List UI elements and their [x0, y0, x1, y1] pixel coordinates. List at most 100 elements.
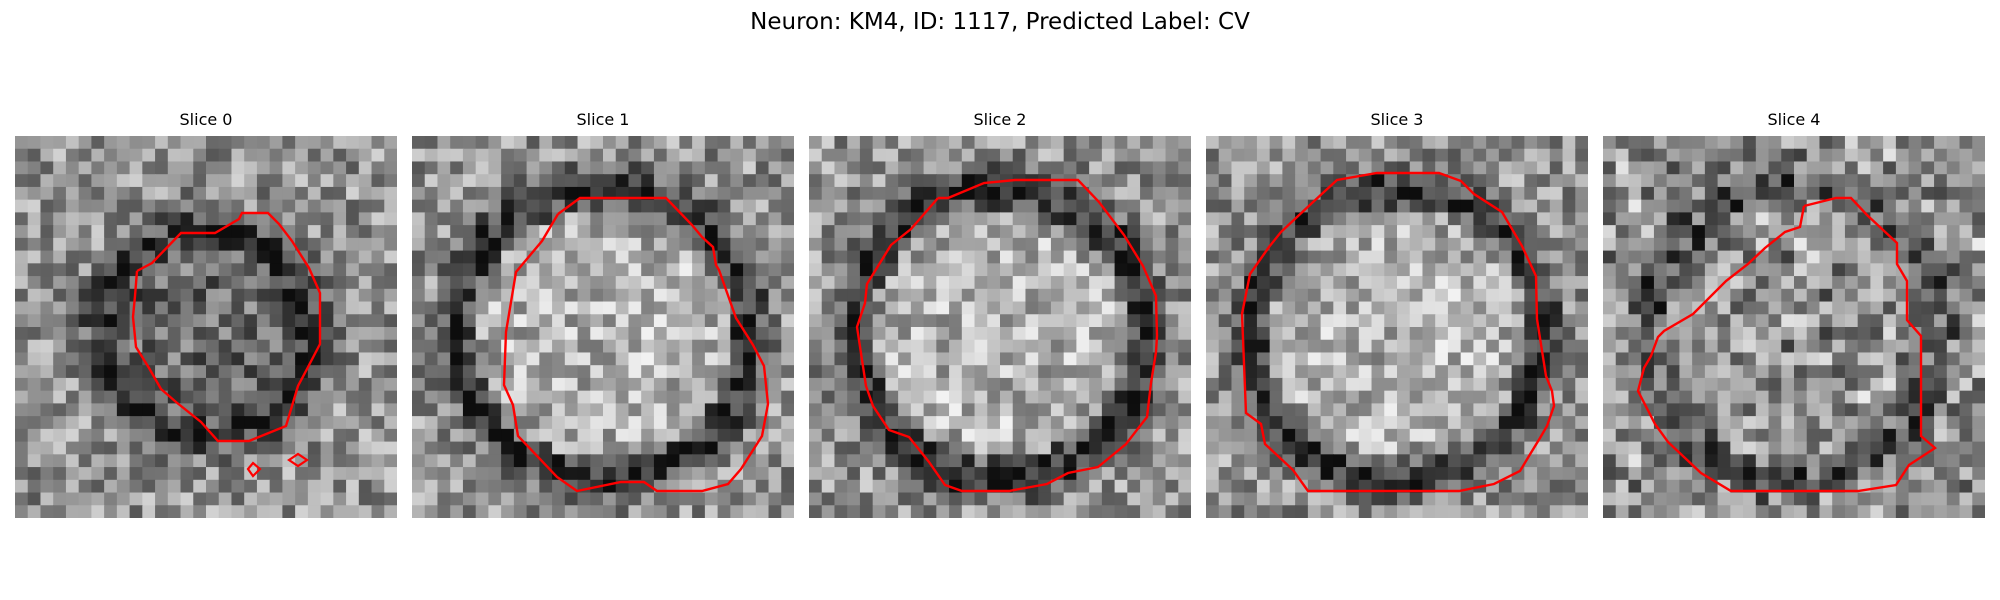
pixel — [1549, 136, 1564, 150]
pixel — [564, 276, 579, 290]
pixel — [910, 276, 925, 290]
pixel — [1435, 161, 1449, 175]
pixel — [218, 136, 233, 150]
pixel — [1972, 505, 1985, 518]
pixel — [1307, 148, 1322, 163]
pixel — [603, 441, 617, 455]
pixel — [91, 403, 105, 417]
pixel — [923, 352, 937, 366]
pixel — [1358, 212, 1373, 226]
pixel — [961, 441, 976, 455]
pixel — [552, 441, 566, 455]
pixel — [615, 327, 630, 341]
pixel — [859, 161, 874, 175]
pixel — [615, 288, 630, 303]
pixel — [462, 237, 477, 252]
pixel — [1346, 237, 1360, 252]
pixel — [552, 416, 566, 430]
pixel — [1346, 365, 1360, 379]
pixel — [1653, 352, 1668, 366]
pixel — [129, 148, 143, 163]
pixel — [1743, 403, 1757, 417]
pixel — [679, 237, 693, 252]
pixel — [1218, 250, 1233, 264]
pixel — [295, 314, 309, 328]
pixel — [526, 288, 540, 303]
pixel — [53, 148, 67, 163]
pixel — [320, 365, 334, 379]
pixel — [371, 479, 385, 494]
pixel — [488, 136, 502, 150]
pixel — [1333, 441, 1347, 455]
pixel — [1615, 276, 1630, 290]
pixel — [1641, 301, 1655, 315]
pixel — [129, 186, 143, 201]
pixel — [1050, 479, 1065, 494]
pixel — [1972, 225, 1985, 239]
pixel — [1653, 377, 1668, 392]
pixel — [65, 186, 80, 201]
pixel — [462, 136, 477, 150]
pixel — [1473, 136, 1487, 150]
pixel — [450, 276, 464, 290]
pixel — [1511, 136, 1525, 150]
pixel — [437, 199, 451, 213]
pixel — [307, 365, 322, 379]
pixel — [847, 352, 861, 366]
pixel — [218, 377, 233, 392]
pixel — [1435, 428, 1449, 443]
pixel — [1089, 441, 1103, 455]
pixel — [1857, 225, 1871, 239]
pixel — [282, 263, 296, 277]
pixel — [781, 186, 794, 201]
pixel — [847, 416, 861, 430]
pixel — [1140, 441, 1154, 455]
pixel — [730, 416, 744, 430]
pixel — [1244, 365, 1258, 379]
pixel — [1101, 365, 1116, 379]
pixel — [872, 199, 886, 213]
slice-image-svg — [412, 136, 794, 518]
pixel — [1768, 276, 1782, 290]
pixel — [1165, 327, 1179, 341]
pixel — [809, 161, 823, 175]
pixel — [1050, 428, 1065, 443]
pixel — [1628, 148, 1642, 163]
pixel — [1768, 416, 1782, 430]
pixel — [1615, 390, 1630, 404]
pixel — [475, 136, 489, 150]
slice-title: Slice 3 — [1370, 110, 1424, 129]
pixel — [1857, 416, 1871, 430]
pixel — [577, 492, 591, 506]
pixel — [282, 136, 296, 150]
pixel — [424, 416, 439, 430]
pixel — [218, 148, 233, 163]
pixel — [1076, 505, 1090, 518]
pixel — [974, 288, 988, 303]
pixel — [1447, 467, 1462, 481]
pixel — [1371, 301, 1385, 315]
pixel — [692, 505, 706, 518]
pixel — [1615, 314, 1630, 328]
pixel — [1486, 314, 1500, 328]
pixel — [1755, 390, 1770, 404]
pixel — [346, 352, 360, 366]
pixel — [320, 199, 334, 213]
pixel — [1575, 365, 1588, 379]
pixel — [231, 352, 245, 366]
pixel — [1063, 403, 1077, 417]
pixel — [1603, 377, 1617, 392]
pixel — [743, 212, 757, 226]
pixel — [1537, 136, 1551, 150]
pixel — [1946, 237, 1961, 252]
pixel — [1921, 212, 1935, 226]
pixel — [768, 263, 782, 277]
pixel — [40, 365, 54, 379]
pixel — [1320, 505, 1334, 518]
pixel — [1628, 276, 1642, 290]
pixel — [1895, 199, 1910, 213]
pixel — [78, 441, 92, 455]
pixel — [384, 199, 397, 213]
pixel — [333, 492, 347, 506]
pixel — [692, 339, 706, 354]
